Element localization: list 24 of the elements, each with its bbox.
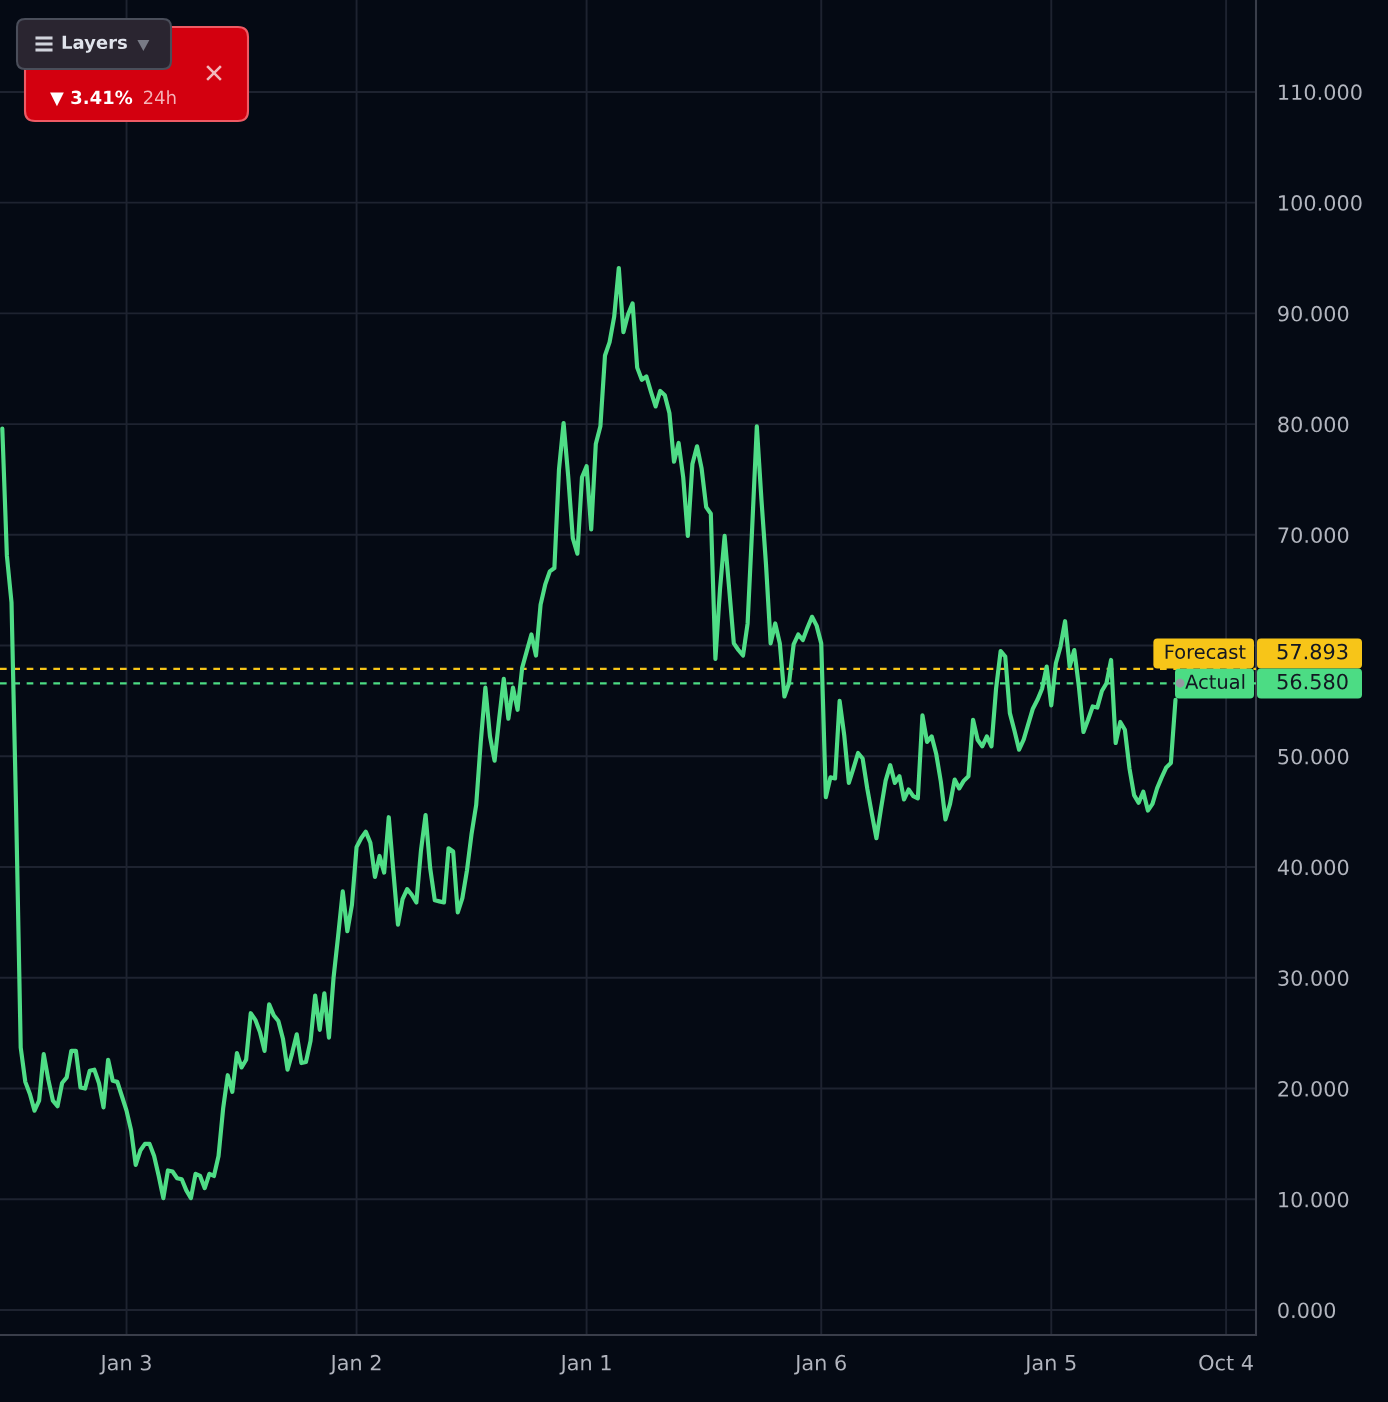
x-tick-label: Oct 4	[1199, 1354, 1253, 1371]
y-tick-label: 80.000	[1278, 416, 1349, 433]
x-tick-label: Jan 5	[1024, 1355, 1076, 1375]
x-tick-label: Jan 2	[329, 1354, 381, 1375]
text: 57.893	[1277, 643, 1348, 660]
y-tick-label: 30.000	[1278, 970, 1349, 986]
y-tick-label: 20.000	[1278, 1080, 1349, 1097]
x-tick-label: Jan 6	[794, 1354, 846, 1375]
annotation: ▼ 3.41%	[50, 90, 133, 107]
y-tick-label: 10.000	[1279, 1191, 1349, 1208]
x-tick-label: Jan 1	[559, 1355, 611, 1375]
ref-line-label: Actual	[1185, 674, 1245, 690]
y-tick-label: 50.000	[1278, 748, 1349, 765]
y-tick-label: 0.000	[1278, 1302, 1336, 1319]
annotation: Layers	[62, 35, 127, 53]
y-tick-label: 110.000	[1279, 84, 1362, 101]
ref-line-label: Forecast	[1165, 644, 1246, 660]
text: 56.580	[1277, 673, 1348, 690]
y-tick-label: 90.000	[1278, 305, 1349, 322]
x-tick-label: Jan 3	[99, 1354, 151, 1375]
y-tick-label: 100.000	[1279, 195, 1362, 211]
y-tick-label: 70.000	[1278, 527, 1349, 544]
y-tick-label: 40.000	[1277, 859, 1349, 876]
annotation: 24h	[143, 90, 176, 104]
